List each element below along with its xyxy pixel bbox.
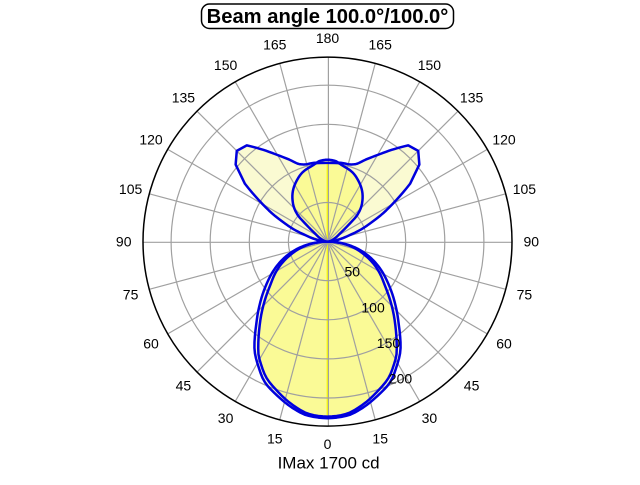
svg-text:60: 60 [496,336,512,352]
svg-text:75: 75 [123,286,139,302]
svg-text:150: 150 [377,335,401,351]
svg-text:120: 120 [139,132,163,148]
svg-text:Beam angle 100.0°/100.0°: Beam angle 100.0°/100.0° [207,6,449,28]
svg-text:30: 30 [422,410,438,426]
svg-text:150: 150 [418,57,442,73]
svg-text:105: 105 [513,181,537,197]
svg-text:90: 90 [524,234,540,250]
svg-text:165: 165 [263,37,287,53]
svg-text:100: 100 [361,299,385,315]
svg-text:50: 50 [345,263,361,279]
svg-text:15: 15 [267,431,283,447]
svg-text:105: 105 [119,181,143,197]
svg-text:75: 75 [517,286,533,302]
svg-text:135: 135 [460,90,484,106]
svg-text:120: 120 [492,132,516,148]
svg-text:150: 150 [214,57,238,73]
svg-text:0: 0 [324,436,332,452]
svg-text:60: 60 [143,336,159,352]
svg-text:90: 90 [116,234,132,250]
svg-text:IMax 1700 cd: IMax 1700 cd [278,453,380,472]
svg-text:135: 135 [172,90,196,106]
svg-text:45: 45 [176,378,192,394]
svg-text:200: 200 [389,370,413,386]
svg-text:180: 180 [316,30,340,46]
svg-text:15: 15 [372,431,388,447]
svg-text:30: 30 [218,410,234,426]
svg-text:45: 45 [464,378,480,394]
svg-text:165: 165 [369,37,393,53]
